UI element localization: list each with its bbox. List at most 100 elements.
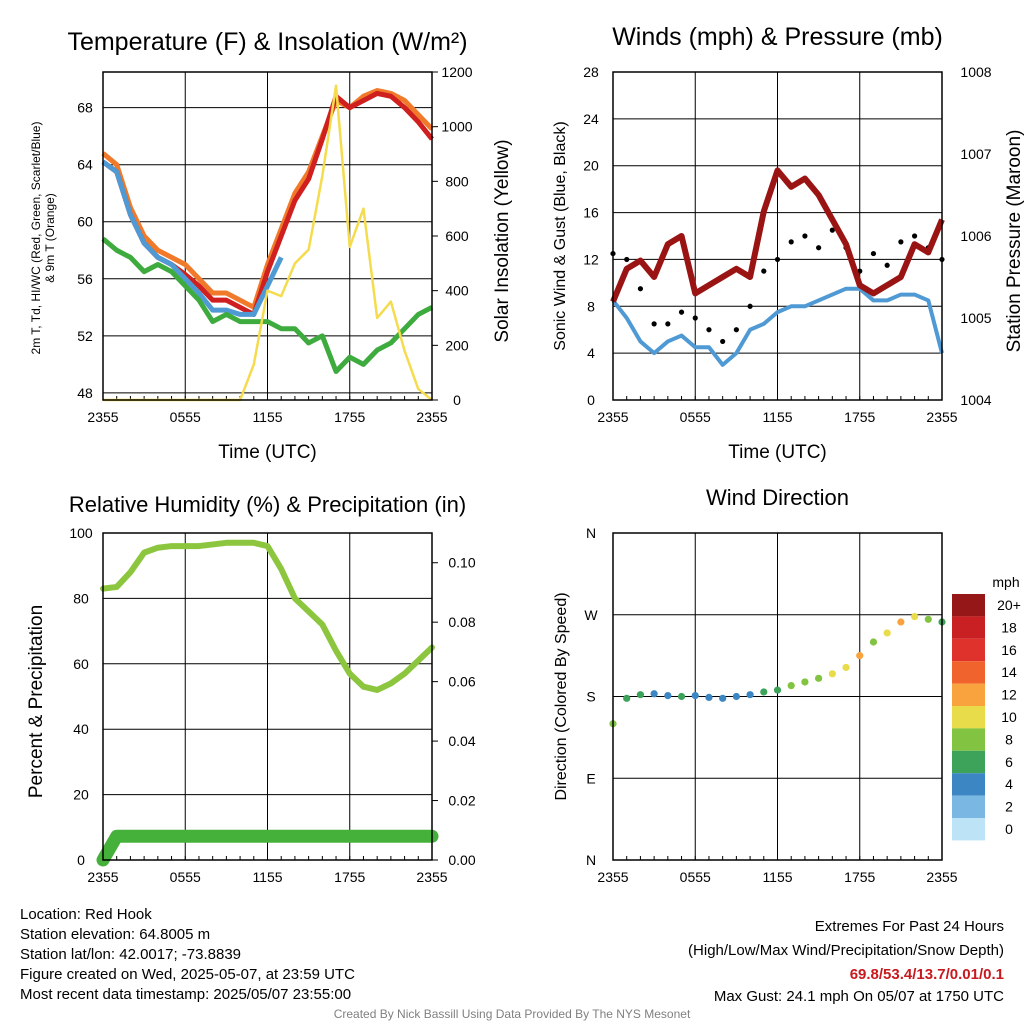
direction-point-6: [691, 691, 699, 700]
series-line-0-orange: [101, 88, 434, 310]
y-right-tick-label-1-3: 1007: [960, 146, 991, 162]
extremes-subtitle: (High/Low/Max Wind/Precipitation/Snow De…: [688, 942, 1004, 959]
gust-point-2: [637, 286, 644, 292]
series-line-1-blue: [611, 286, 944, 367]
x-tick-label-0-3: 1755: [334, 409, 365, 425]
direction-point-12: [773, 686, 782, 694]
direction-point-13: [787, 682, 795, 690]
series-line-2-precip: [96, 829, 439, 867]
y-right-tick-label-1-4: 1008: [960, 64, 991, 80]
x-tick-label-0-0: 2355: [87, 409, 118, 425]
plot-frame-1: [612, 71, 943, 401]
direction-point-18: [856, 652, 864, 660]
direction-point-20: [883, 629, 891, 637]
colorbar-swatch-7: [952, 750, 985, 774]
panel-title-1: Winds (mph) & Pressure (mb): [612, 23, 943, 51]
colorbar-label-0: 20+: [997, 597, 1021, 613]
y-tick-label-2-2: 40: [73, 721, 89, 737]
gust-point-15: [816, 245, 822, 251]
colorbar-label-3: 14: [1001, 664, 1017, 680]
colorbar-swatch-1: [952, 616, 985, 639]
gust-point-21: [898, 239, 904, 245]
gust-point-4: [665, 321, 671, 327]
y-right-tick-label-2-1: 0.02: [448, 793, 475, 809]
direction-point-9: [732, 692, 740, 701]
panel-0: [101, 71, 438, 402]
series-line-0-green: [101, 236, 434, 374]
y-right-tick-label-0-2: 400: [445, 283, 469, 299]
gust-point-8: [720, 338, 726, 345]
y-right-tick-label-0-1: 200: [445, 337, 469, 353]
x-tick-label-3-4: 2355: [926, 869, 957, 885]
y-tick-label-1-2: 8: [587, 298, 595, 314]
colorbar-swatch-4: [952, 683, 985, 706]
x-tick-label-3-2: 1155: [762, 869, 792, 885]
colorbar-swatch-6: [952, 728, 985, 751]
colorbar-swatch-8: [952, 773, 985, 796]
gust-point-1: [624, 256, 630, 263]
y-tick-label-2-0: 0: [77, 852, 85, 868]
colorbar-label-1: 18: [1001, 619, 1017, 635]
direction-point-3: [650, 690, 658, 698]
gust-point-19: [870, 250, 877, 257]
y-tick-label-0-1: 52: [77, 328, 93, 344]
gust-point-5: [678, 309, 685, 315]
colorbar-unit: mph: [992, 574, 1019, 590]
direction-point-15: [815, 674, 823, 682]
y-tick-label-1-7: 28: [583, 64, 599, 80]
y-tick-label-1-4: 16: [583, 205, 599, 221]
gust-point-7: [706, 327, 712, 333]
direction-point-22: [910, 612, 919, 621]
y-tick-label-2-4: 80: [73, 590, 89, 606]
y-tick-label-1-1: 4: [587, 345, 595, 361]
y-tick-label-2-5: 100: [69, 525, 93, 541]
x-tick-label-2-4: 2355: [416, 869, 447, 885]
direction-point-10: [746, 691, 754, 699]
x-tick-label-2-0: 2355: [87, 869, 118, 885]
gust-point-22: [911, 233, 918, 239]
colorbar-label-2: 16: [1001, 642, 1017, 658]
colorbar-label-5: 10: [1001, 709, 1017, 725]
colorbar-swatch-5: [952, 706, 985, 729]
panel-title-3: Wind Direction: [706, 485, 849, 510]
y-axis-label-1: Sonic Wind & Gust (Blue, Black): [552, 121, 569, 350]
colorbar-swatch-9: [952, 795, 985, 818]
gust-point-9: [733, 327, 739, 333]
y-tick-label-3-1: E: [586, 770, 595, 786]
direction-point-1: [623, 694, 631, 702]
x-tick-label-0-2: 1155: [252, 409, 282, 425]
y-right-tick-label-1-2: 1006: [960, 228, 991, 244]
footer-recent: Most recent data timestamp: 2025/05/07 2…: [20, 986, 352, 1003]
extremes-title: Extremes For Past 24 Hours: [814, 918, 1004, 935]
y-tick-label-2-3: 60: [73, 656, 89, 672]
y-tick-label-0-5: 68: [77, 100, 93, 116]
x-tick-label-3-3: 1755: [844, 869, 875, 885]
x-tick-label-2-1: 0555: [170, 869, 201, 885]
x-tick-label-1-4: 2355: [926, 409, 957, 425]
series-line-0-blue: [101, 159, 284, 317]
y-right-tick-label-0-5: 1000: [441, 119, 472, 135]
y-tick-label-1-5: 20: [583, 158, 599, 174]
max-gust: Max Gust: 24.1 mph On 05/07 at 1750 UTC: [713, 988, 1004, 1005]
colorbar-swatch-10: [952, 818, 985, 841]
y-right-axis-label-0: Solar Insolation (Yellow): [492, 139, 513, 342]
y-tick-label-1-6: 24: [583, 111, 599, 127]
colorbar-label-7: 6: [1005, 754, 1013, 770]
y-tick-label-1-3: 12: [583, 251, 599, 267]
gust-point-20: [884, 262, 890, 268]
series-line-1-maroon: [610, 167, 945, 303]
gust-point-16: [829, 227, 835, 233]
colorbar-label-9: 2: [1005, 799, 1013, 815]
y-right-tick-label-2-4: 0.08: [448, 614, 475, 630]
y-right-tick-label-0-6: 1200: [441, 64, 472, 80]
y-axis-label-0-line2: & 9m T (Orange): [43, 193, 57, 283]
x-tick-label-0-4: 2355: [416, 409, 447, 425]
y-tick-label-3-0: N: [586, 852, 596, 868]
colorbar-label-6: 8: [1005, 731, 1013, 747]
direction-point-21: [897, 618, 905, 626]
footer-elevation: Station elevation: 64.8005 m: [20, 926, 211, 943]
footer-created: Figure created on Wed, 2025-05-07, at 23…: [20, 966, 355, 983]
y-right-tick-label-2-3: 0.06: [448, 674, 475, 690]
plot-frame-3: [612, 532, 943, 861]
